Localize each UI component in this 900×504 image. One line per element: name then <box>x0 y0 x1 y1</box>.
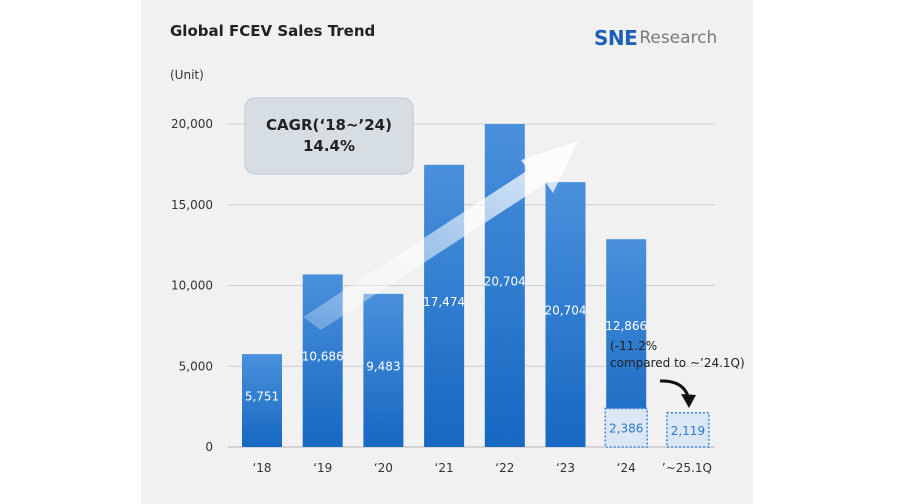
x-tick-label: ‘24 <box>617 461 636 475</box>
x-tick-label: ‘18 <box>252 461 271 475</box>
chart-title: Global FCEV Sales Trend <box>170 22 376 40</box>
x-tick-label: ‘23 <box>556 461 575 475</box>
x-tick-label: ’~25.1Q <box>662 461 712 475</box>
y-tick-label: 5,000 <box>179 359 213 373</box>
sne-research-logo: SNE Research <box>594 26 717 50</box>
y-tick-label: 15,000 <box>171 198 213 212</box>
cagr-box <box>244 97 414 175</box>
bar-value-label: 9,483 <box>366 359 400 373</box>
decline-note-line2: compared to ~’24.1Q) <box>610 356 745 370</box>
y-tick-label: 0 <box>205 440 213 454</box>
growth-arrow <box>303 141 578 330</box>
curved-arrow-head-icon <box>681 394 696 408</box>
bar-value-label: 2,119 <box>671 424 705 438</box>
decline-note-line1: (-11.2% <box>610 339 657 353</box>
cagr-line2: 14.4% <box>303 137 355 155</box>
x-tick-label: ‘22 <box>495 461 514 475</box>
x-tick-label: ‘21 <box>435 461 454 475</box>
logo-sne-text: SNE <box>594 26 638 50</box>
overlay-value-label: 2,386 <box>609 422 643 436</box>
overlay-bar <box>604 407 648 448</box>
bar-value-label: 20,704 <box>484 275 526 289</box>
x-tick-label: ‘20 <box>374 461 393 475</box>
bar-value-label: 20,704 <box>545 304 587 318</box>
bar-value-label: 12,866 <box>605 319 647 333</box>
x-tick-label: ‘19 <box>313 461 332 475</box>
logo-research-text: Research <box>639 28 718 48</box>
y-axis-unit-label: (Unit) <box>170 68 204 82</box>
cagr-line1: CAGR(‘18~’24) <box>266 116 392 134</box>
y-tick-label: 20,000 <box>171 117 213 131</box>
bar <box>363 293 404 447</box>
y-tick-label: 10,000 <box>171 279 213 293</box>
bar <box>424 164 465 447</box>
curved-arrow-icon <box>659 379 690 397</box>
bar <box>666 412 710 448</box>
bar <box>242 354 282 447</box>
bar <box>545 182 586 447</box>
bar-value-label: 5,751 <box>245 390 279 404</box>
bar-value-label: 17,474 <box>423 295 465 309</box>
bar-value-label: 10,686 <box>302 350 344 364</box>
